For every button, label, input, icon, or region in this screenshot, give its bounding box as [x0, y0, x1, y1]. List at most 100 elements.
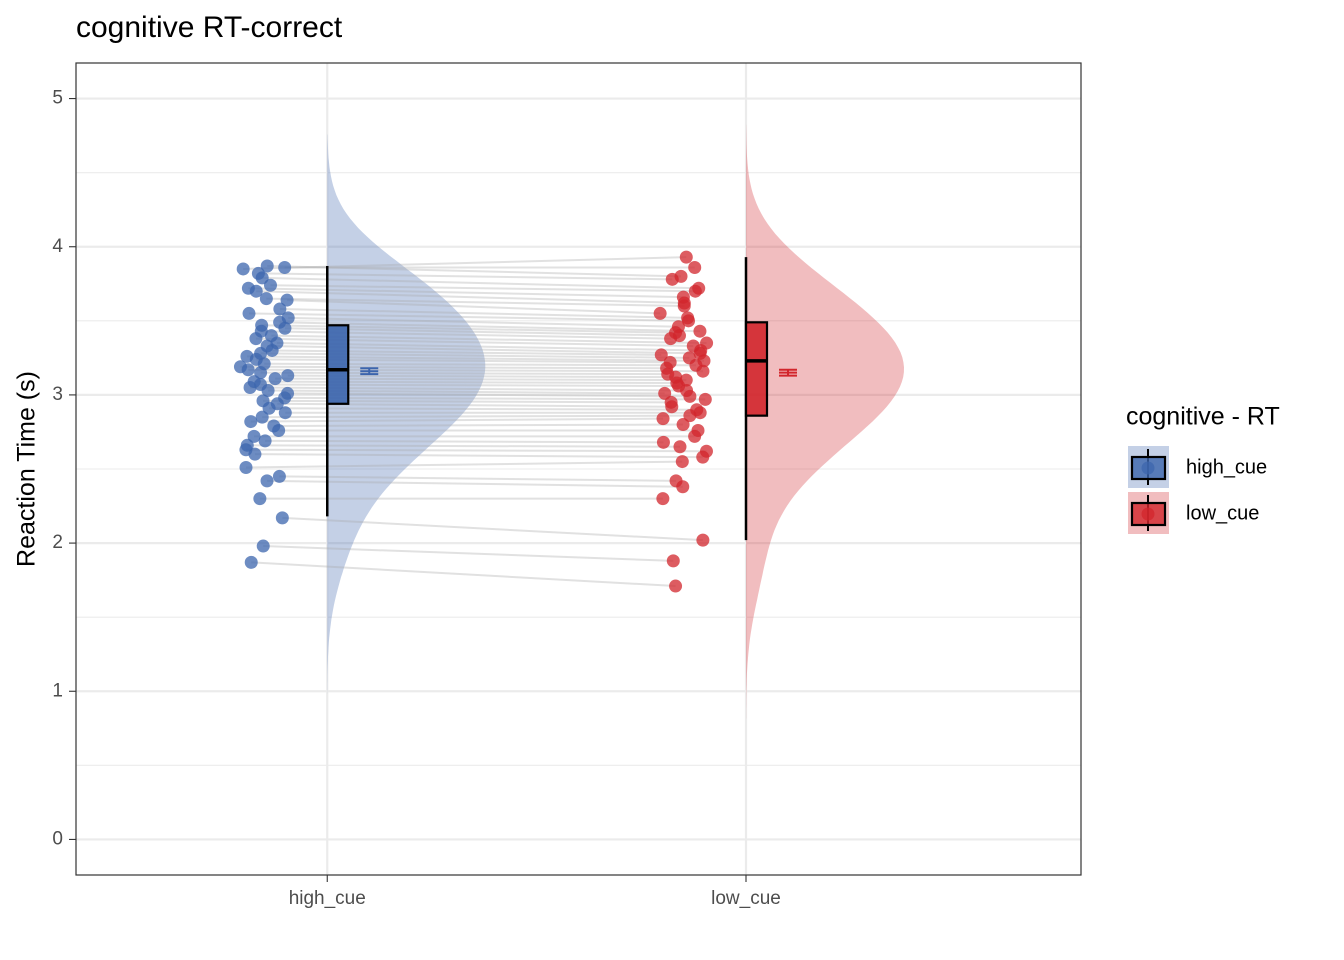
- density: [746, 124, 904, 719]
- point: [278, 321, 292, 335]
- x-tick-label: low_cue: [711, 888, 781, 909]
- pair-line: [284, 327, 680, 337]
- pair-line: [246, 355, 705, 362]
- point: [275, 511, 289, 525]
- y-tick-label: 4: [52, 236, 63, 257]
- point: [698, 392, 712, 406]
- point: [239, 461, 253, 475]
- point: [280, 293, 294, 307]
- pair-line: [262, 414, 690, 419]
- point: [249, 332, 263, 346]
- point: [688, 284, 702, 298]
- point: [268, 372, 282, 386]
- pair-line: [287, 392, 690, 398]
- point: [247, 429, 261, 443]
- point: [241, 363, 255, 377]
- pair-line: [267, 479, 683, 488]
- pair-line: [245, 460, 683, 469]
- point: [244, 415, 258, 429]
- point: [654, 348, 668, 362]
- point: [666, 554, 680, 568]
- density: [327, 134, 486, 694]
- pair-line: [279, 321, 700, 333]
- point: [248, 447, 262, 461]
- point: [675, 455, 689, 469]
- point: [278, 406, 292, 420]
- legend-key-box: [1130, 455, 1167, 481]
- point: [262, 401, 276, 415]
- point: [265, 343, 279, 357]
- pair-line: [243, 256, 687, 270]
- point: [260, 474, 274, 488]
- pair-line: [265, 439, 664, 444]
- point: [693, 324, 707, 338]
- point: [281, 369, 295, 383]
- point: [656, 435, 670, 449]
- pair-line: [254, 453, 703, 459]
- point: [688, 429, 702, 443]
- y-tick-label: 2: [52, 532, 63, 553]
- point: [256, 539, 270, 553]
- point: [677, 299, 691, 313]
- box: [744, 321, 769, 417]
- point: [682, 314, 696, 328]
- point: [656, 412, 670, 426]
- point: [263, 278, 277, 292]
- point: [664, 332, 678, 346]
- point: [665, 400, 679, 414]
- pair-line: [287, 374, 676, 379]
- pair-line: [245, 448, 707, 453]
- point: [278, 260, 292, 274]
- y-tick-label: 0: [52, 828, 63, 849]
- error-bar: [779, 368, 797, 377]
- point: [653, 306, 667, 320]
- point: [260, 259, 274, 273]
- pair-line: [256, 358, 671, 364]
- pair-line: [263, 545, 674, 562]
- point: [676, 418, 690, 432]
- point: [696, 450, 710, 464]
- legend-title: cognitive - RT: [1126, 403, 1280, 431]
- point: [258, 434, 272, 448]
- pair-line: [250, 417, 664, 423]
- point: [244, 555, 258, 569]
- pair-line: [287, 299, 661, 315]
- point: [665, 272, 679, 286]
- point: [255, 410, 269, 424]
- chart-title: cognitive RT-correct: [76, 11, 343, 44]
- pair-line: [240, 365, 667, 370]
- point: [693, 406, 707, 420]
- pair-line: [266, 297, 685, 308]
- point: [673, 440, 687, 454]
- pair-line: [248, 287, 684, 299]
- point: [242, 306, 256, 320]
- point: [683, 389, 697, 403]
- pair-line: [279, 307, 688, 319]
- y-axis-label: Reaction Time (s): [13, 371, 41, 567]
- y-tick-label: 5: [52, 88, 63, 109]
- panel-border: [75, 62, 1082, 876]
- point: [676, 480, 690, 494]
- point: [273, 302, 287, 316]
- legend-label: low_cue: [1186, 502, 1259, 524]
- pair-line: [288, 316, 679, 328]
- legend-key-box: [1130, 501, 1167, 527]
- point: [683, 409, 697, 423]
- point: [272, 469, 286, 483]
- point: [255, 271, 269, 285]
- pair-line: [269, 407, 697, 411]
- point: [688, 260, 702, 274]
- pair-line: [251, 561, 676, 588]
- box: [326, 324, 350, 405]
- pair-line: [248, 368, 703, 373]
- pair-line: [282, 516, 703, 542]
- point: [669, 579, 683, 593]
- pair-line: [270, 284, 696, 293]
- x-tick-label: high_cue: [289, 888, 366, 909]
- point: [253, 492, 267, 506]
- pair-line: [249, 312, 689, 322]
- point: [249, 284, 263, 298]
- point: [243, 381, 257, 395]
- pair-line: [279, 475, 677, 482]
